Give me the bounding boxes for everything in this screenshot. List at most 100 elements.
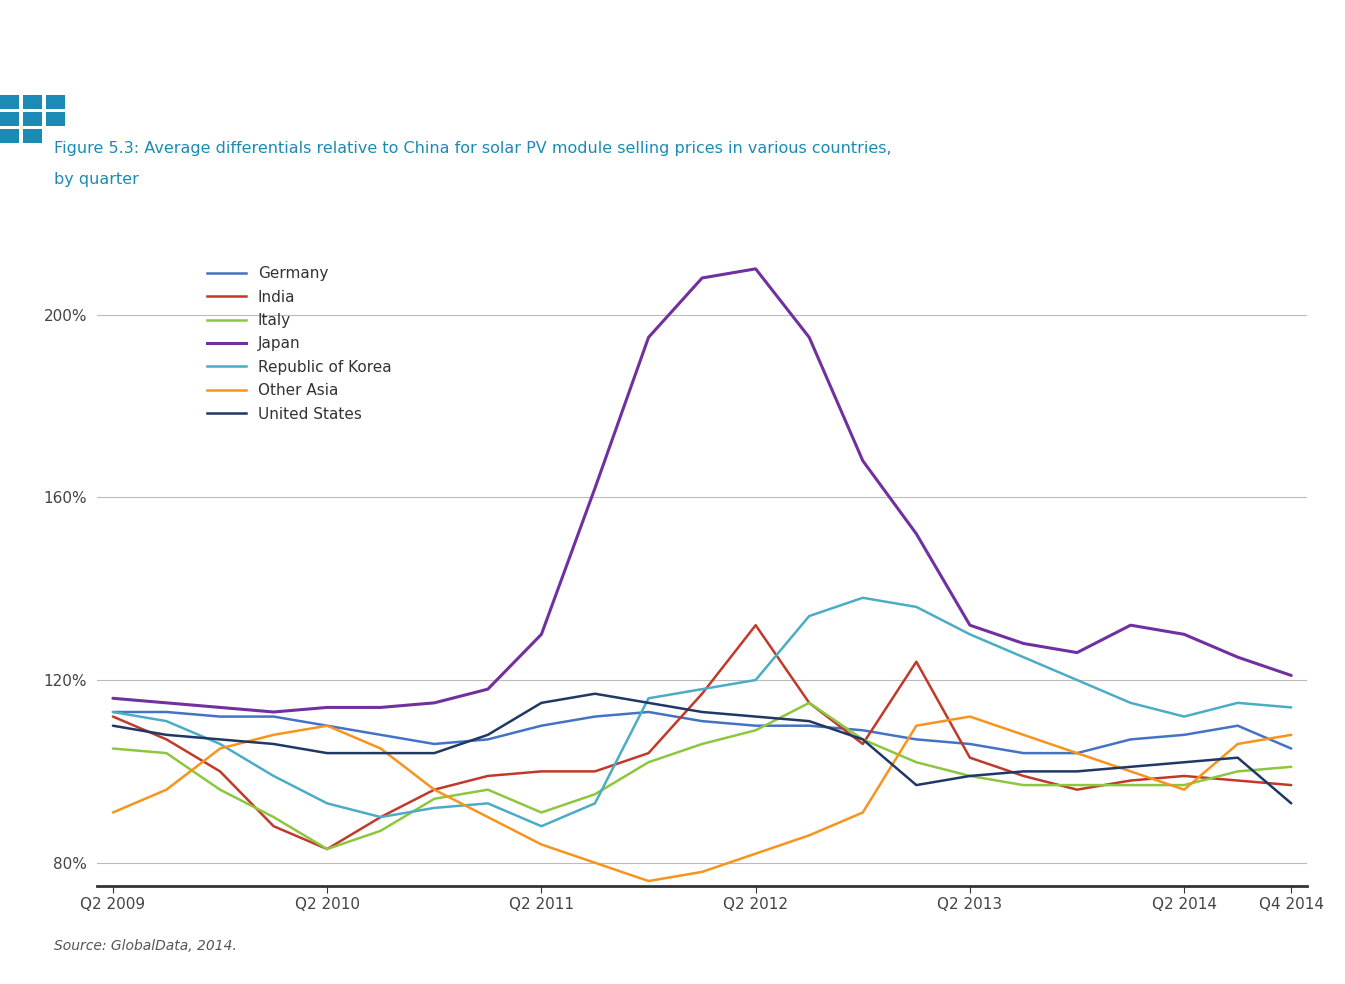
United States: [319, 747, 335, 759]
Line: Italy: Italy: [113, 703, 1291, 849]
Italy: [1123, 779, 1139, 791]
India: [159, 733, 175, 745]
Germany: [748, 720, 764, 732]
Germany: [1283, 743, 1299, 755]
Other Asia: [373, 743, 389, 755]
Other Asia: [426, 783, 443, 795]
Germany: [105, 707, 121, 718]
Germany: [854, 724, 870, 736]
Japan: [1176, 629, 1192, 641]
Other Asia: [1229, 738, 1245, 750]
Japan: [373, 702, 389, 713]
Other Asia: [159, 783, 175, 795]
Line: India: India: [113, 625, 1291, 849]
Germany: [265, 710, 281, 722]
Italy: [908, 757, 924, 769]
Other Asia: [265, 729, 281, 741]
India: [1015, 770, 1032, 782]
Germany: [480, 733, 496, 745]
Republic of Korea: [1015, 651, 1032, 663]
Bar: [23, 129, 42, 143]
Germany: [1123, 733, 1139, 745]
Republic of Korea: [1229, 697, 1245, 708]
India: [1229, 774, 1245, 786]
India: [694, 688, 710, 700]
India: [319, 843, 335, 855]
Japan: [1069, 646, 1085, 658]
India: [105, 710, 121, 722]
Other Asia: [319, 720, 335, 732]
Bar: [46, 95, 65, 109]
Republic of Korea: [480, 797, 496, 809]
Germany: [373, 729, 389, 741]
Line: Japan: Japan: [113, 269, 1291, 712]
India: [802, 697, 818, 708]
Japan: [105, 693, 121, 705]
Republic of Korea: [426, 802, 443, 814]
Italy: [962, 770, 978, 782]
Text: Figure 5.3: Average differentials relative to China for solar PV module selling : Figure 5.3: Average differentials relati…: [54, 141, 892, 155]
Text: International Renewable Energy Agency: International Renewable Energy Agency: [1190, 58, 1344, 67]
Italy: [1283, 761, 1299, 772]
United States: [908, 779, 924, 791]
India: [640, 747, 656, 759]
Other Asia: [1283, 729, 1299, 741]
Republic of Korea: [640, 693, 656, 705]
United States: [534, 697, 550, 708]
Japan: [1229, 651, 1245, 663]
Italy: [694, 738, 710, 750]
Republic of Korea: [213, 738, 229, 750]
Germany: [426, 738, 443, 750]
Other Asia: [802, 830, 818, 841]
Republic of Korea: [159, 715, 175, 727]
India: [854, 738, 870, 750]
United States: [694, 707, 710, 718]
United States: [373, 747, 389, 759]
Republic of Korea: [373, 811, 389, 823]
Line: Republic of Korea: Republic of Korea: [113, 597, 1291, 827]
United States: [480, 729, 496, 741]
Legend: Germany, India, Italy, Japan, Republic of Korea, Other Asia, United States: Germany, India, Italy, Japan, Republic o…: [202, 260, 398, 428]
Republic of Korea: [908, 601, 924, 613]
Germany: [908, 733, 924, 745]
United States: [1123, 761, 1139, 772]
Other Asia: [213, 743, 229, 755]
Other Asia: [105, 807, 121, 819]
United States: [213, 733, 229, 745]
Other Asia: [586, 857, 603, 869]
United States: [640, 697, 656, 708]
United States: [1176, 757, 1192, 769]
Bar: [23, 95, 42, 109]
Italy: [748, 724, 764, 736]
Italy: [213, 783, 229, 795]
Italy: [1176, 779, 1192, 791]
Germany: [694, 715, 710, 727]
Other Asia: [534, 838, 550, 850]
Republic of Korea: [534, 821, 550, 832]
Japan: [694, 272, 710, 283]
Germany: [962, 738, 978, 750]
Japan: [1283, 669, 1299, 681]
Germany: [640, 707, 656, 718]
Other Asia: [480, 811, 496, 823]
Italy: [586, 788, 603, 800]
United States: [1283, 797, 1299, 809]
India: [908, 655, 924, 667]
Other Asia: [1015, 729, 1032, 741]
United States: [854, 733, 870, 745]
Republic of Korea: [1123, 697, 1139, 708]
Japan: [1015, 638, 1032, 649]
India: [748, 619, 764, 631]
Italy: [319, 843, 335, 855]
Republic of Korea: [1283, 702, 1299, 713]
Text: Source: GlobalData, 2014.: Source: GlobalData, 2014.: [54, 939, 237, 953]
United States: [1015, 766, 1032, 777]
Bar: [0, 95, 19, 109]
Other Asia: [1069, 747, 1085, 759]
Bar: [23, 112, 42, 126]
India: [1069, 783, 1085, 795]
India: [962, 752, 978, 764]
Japan: [534, 629, 550, 641]
Japan: [213, 702, 229, 713]
Italy: [159, 747, 175, 759]
